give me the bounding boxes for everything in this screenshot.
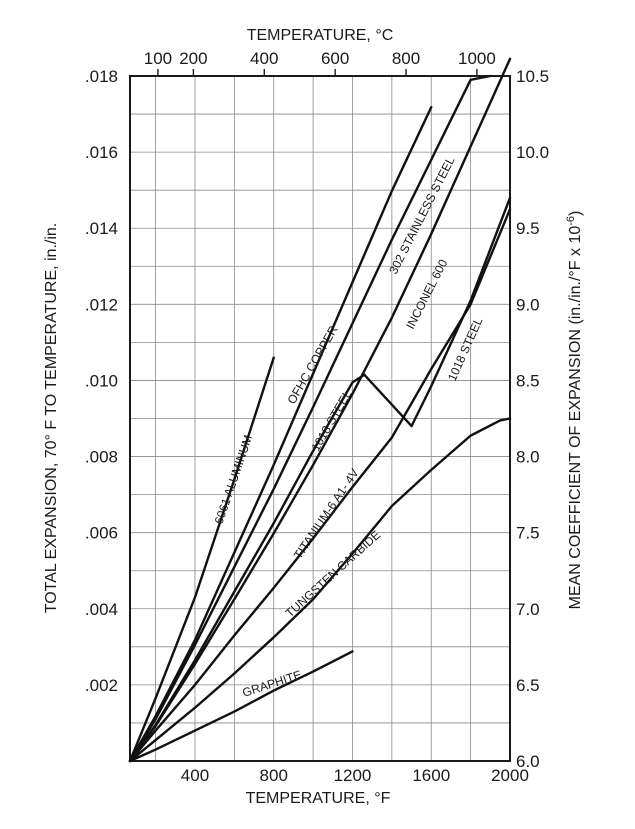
y-axis-title-left: TOTAL EXPANSION, 70° F TO TEMPERATURE, i…	[43, 223, 60, 614]
x-tick-label-top: 1000	[458, 49, 496, 68]
left-tick-labels: .002 .004 .006 .008 .010 .012 .014 .016 .018	[85, 67, 118, 695]
x-tick-label-bottom: 400	[181, 766, 209, 785]
y-tick-label-right: 8.5	[516, 371, 540, 390]
y-tick-label-right: 9.0	[516, 295, 540, 314]
top-tick-labels: 100 200 400 600 800 1000	[144, 49, 496, 68]
series-line-302-stainless-steel	[128, 74, 492, 763]
y-tick-label-left: .010	[85, 371, 118, 390]
label-1018-steel-lower: 1018 STEEL	[308, 387, 354, 453]
y-axis-title-right-exponent: -6	[565, 216, 577, 226]
label-302-stainless-steel: 302 STAINLESS STEEL	[386, 154, 458, 276]
y-tick-label-left: .004	[85, 600, 118, 619]
series-line-graphite	[128, 650, 354, 763]
y-tick-label-left: .016	[85, 143, 118, 162]
y-tick-label-right: 7.5	[516, 524, 540, 543]
y-tick-label-right: 8.0	[516, 448, 540, 467]
x-tick-label-bottom: 800	[260, 766, 288, 785]
y-tick-label-left: .018	[85, 67, 118, 86]
x-tick-label-top: 200	[179, 49, 207, 68]
x-tick-label-top: 100	[144, 49, 172, 68]
y-tick-label-right: 10.0	[516, 143, 549, 162]
y-tick-label-right: 6.0	[516, 752, 540, 771]
y-tick-label-right: 6.5	[516, 676, 540, 695]
y-tick-label-right: 9.5	[516, 219, 540, 238]
label-1018-steel-upper: 1018 STEEL	[445, 315, 486, 383]
y-tick-label-left: .006	[85, 524, 118, 543]
x-axis-title-bottom: TEMPERATURE, °F	[246, 790, 391, 807]
y-tick-label-left: .002	[85, 676, 118, 695]
y-axis-title-right-close: )	[567, 211, 584, 216]
x-tick-label-bottom: 1600	[412, 766, 450, 785]
series-line-titanium-6-a1-4v	[128, 207, 512, 763]
x-tick-label-top: 600	[321, 49, 349, 68]
series-line-inconel-600	[128, 57, 512, 763]
data-series	[128, 57, 512, 763]
y-axis-title-right: MEAN COEFFICIENT OF EXPANSION (in./in./°…	[565, 211, 584, 610]
x-tick-label-bottom: 1200	[334, 766, 372, 785]
series-line-tungsten-carbide	[128, 417, 512, 763]
y-tick-label-right: 10.5	[516, 67, 549, 86]
right-tick-labels: 6.0 6.5 7.0 7.5 8.0 8.5 9.0 9.5 10.0 10.5	[516, 67, 549, 771]
bottom-tick-labels: 400 800 1200 1600 2000	[181, 766, 529, 785]
series-line-ofhc-copper	[128, 106, 433, 763]
x-axis-title-top: TEMPERATURE, °C	[247, 27, 394, 44]
x-tick-label-top: 800	[392, 49, 420, 68]
x-tick-label-bottom: 2000	[491, 766, 529, 785]
label-6061-aluminum: 6061 ALUMINUM	[212, 433, 256, 526]
x-tick-label-top: 400	[250, 49, 278, 68]
y-tick-label-left: .012	[85, 295, 118, 314]
y-tick-label-right: 7.0	[516, 600, 540, 619]
label-graphite: GRAPHITE	[241, 668, 304, 700]
y-tick-label-left: .008	[85, 448, 118, 467]
label-tungsten-carbide: TUNGSTEN CARBIDE	[283, 528, 384, 620]
series-line-6061-aluminum	[128, 356, 275, 763]
y-tick-label-left: .014	[85, 219, 118, 238]
series-line-1018-steel	[128, 196, 512, 763]
label-inconel-600: INCONEL 600	[403, 257, 450, 332]
top-axis-ticks	[157, 69, 478, 76]
y-axis-title-right-main: MEAN COEFFICIENT OF EXPANSION (in./in./°…	[567, 226, 584, 610]
